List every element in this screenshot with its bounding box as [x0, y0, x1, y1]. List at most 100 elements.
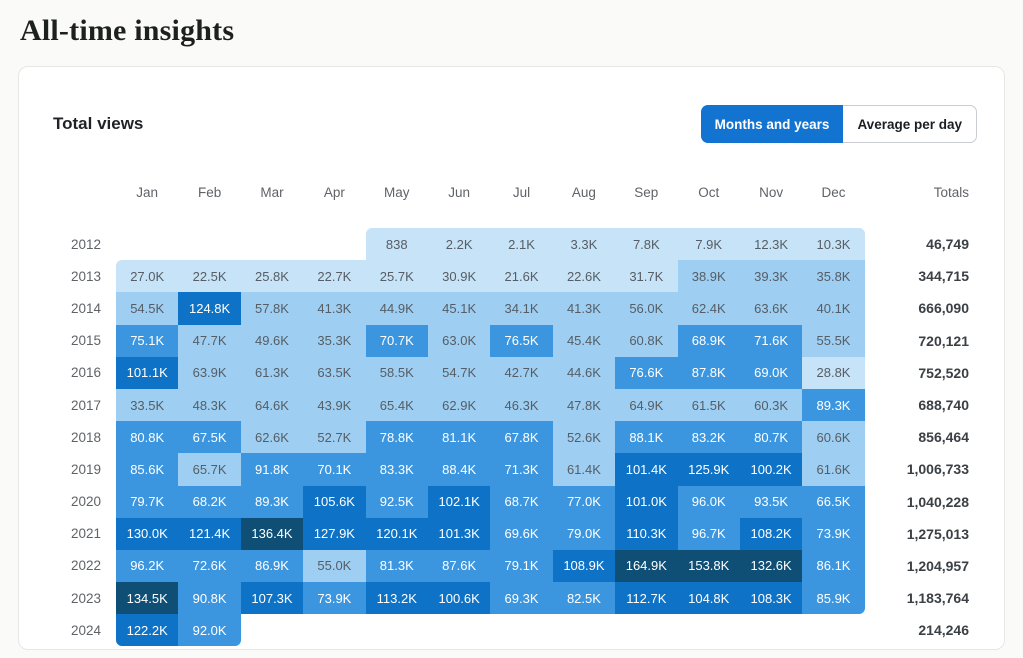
heatmap-cell: 108.9K [552, 549, 616, 583]
heatmap-cell: 35.3K [303, 324, 366, 357]
heatmap-cell: 34.1K [490, 292, 553, 325]
heatmap-cell: 75.1K [116, 324, 179, 357]
month-header: Jul [512, 184, 531, 200]
totals-header: Totals [933, 184, 969, 200]
heatmap-cell: 130.0K [116, 517, 179, 550]
toggle-average-per-day[interactable]: Average per day [843, 105, 977, 143]
heatmap-cell: 2.1K [490, 228, 553, 261]
heatmap-cell: 21.6K [490, 260, 553, 293]
heatmap-cell: 76.5K [490, 324, 553, 357]
heatmap-cell: 110.3K [615, 517, 678, 550]
month-header: Oct [698, 184, 720, 200]
heatmap-cell: 63.9K [178, 356, 241, 389]
heatmap-cell: 33.5K [116, 388, 179, 422]
month-header: Sep [634, 184, 659, 200]
heatmap-cell: 2.2K [427, 228, 491, 261]
row-total: 720,121 [918, 332, 969, 349]
heatmap-cell: 108.2K [739, 517, 803, 550]
heatmap-cell: 89.3K [240, 485, 304, 518]
heatmap-cell: 43.9K [303, 388, 366, 422]
heatmap-cell: 73.9K [802, 517, 865, 550]
heatmap-cell: 85.9K [802, 582, 865, 615]
card-heading: Total views [53, 114, 144, 133]
heatmap-cell: 62.9K [427, 388, 491, 422]
heatmap-cell: 44.9K [365, 292, 428, 325]
heatmap-row: 2018 80.8K 67.5K 62.6K 52.7K 78.8K 81.1K 67.8K 5… [53, 421, 969, 454]
heatmap-cell: 125.9K [677, 453, 740, 486]
heatmap-cell: 96.0K [677, 485, 740, 518]
heatmap-cell-empty [490, 614, 552, 646]
heatmap-cell: 96.2K [116, 549, 179, 583]
heatmap-cell: 58.5K [365, 356, 428, 389]
heatmap-cell: 73.9K [303, 582, 366, 615]
heatmap-cell: 153.8K [677, 549, 740, 583]
heatmap-cell: 77.0K [552, 485, 616, 518]
heatmap-cell: 63.6K [739, 292, 803, 325]
row-year-label: 2020 [70, 494, 101, 510]
heatmap-cell: 62.6K [240, 421, 304, 454]
heatmap-cell: 63.5K [303, 356, 366, 389]
heatmap-cell: 41.3K [552, 292, 616, 325]
heatmap-cell: 80.8K [116, 421, 179, 454]
row-year-label: 2015 [70, 333, 101, 349]
heatmap-cell: 79.7K [116, 485, 179, 518]
view-mode-toggle: Months and years Average per day [700, 105, 977, 143]
insights-card: Total views Months and years Average per… [18, 66, 1005, 650]
heatmap-cell: 49.6K [240, 324, 304, 357]
month-header: Dec [821, 184, 846, 200]
heatmap-cell: 44.6K [552, 356, 616, 389]
heatmap-cell: 65.7K [178, 453, 241, 486]
heatmap-cell: 70.1K [303, 453, 366, 486]
heatmap-row: 2024 122.2K 92.0K 214,246 [53, 614, 969, 647]
heatmap-cell-empty [366, 614, 428, 646]
heatmap-cell-empty [740, 614, 802, 646]
heatmap-cell: 65.4K [365, 388, 428, 422]
row-year-label: 2012 [70, 236, 101, 252]
heatmap-cell: 22.6K [552, 260, 616, 293]
heatmap-cell: 55.5K [802, 324, 865, 357]
row-year-label: 2017 [70, 397, 101, 413]
heatmap-cell: 136.4K [240, 517, 304, 550]
heatmap-cell: 25.8K [240, 260, 304, 293]
row-year-label: 2024 [70, 622, 101, 638]
heatmap-cell: 83.2K [677, 421, 740, 454]
heatmap-cell: 27.0K [116, 260, 179, 293]
row-total: 46,749 [926, 236, 969, 253]
row-year-label: 2022 [70, 558, 101, 574]
row-total: 214,246 [918, 622, 969, 639]
heatmap-cell: 68.2K [178, 485, 241, 518]
toggle-months-and-years[interactable]: Months and years [700, 105, 844, 143]
month-header: Apr [323, 184, 345, 200]
row-total: 1,006,733 [906, 461, 969, 478]
heatmap-cell: 7.8K [615, 228, 678, 261]
heatmap-cell: 101.3K [427, 517, 491, 550]
row-total: 1,275,013 [906, 525, 969, 542]
heatmap-cell: 838 [365, 228, 428, 261]
heatmap-cell: 104.8K [677, 582, 740, 615]
heatmap-cell: 88.4K [427, 453, 491, 486]
heatmap-row: 2014 54.5K 124.8K 57.8K 41.3K 44.9K 45.1K 34.1K… [53, 292, 969, 325]
heatmap-cell: 60.6K [802, 421, 865, 454]
heatmap-row: 2022 96.2K 72.6K 86.9K 55.0K 81.3K 87.6K 79.1K 1… [53, 549, 969, 583]
heatmap-row: 2023 134.5K 90.8K 107.3K 73.9K 113.2K 100.6K 69… [53, 582, 969, 615]
heatmap-cell: 72.6K [178, 549, 241, 583]
heatmap-cell: 105.6K [303, 485, 366, 518]
heatmap-cell: 96.7K [677, 517, 740, 550]
heatmap-cell: 100.2K [739, 453, 803, 486]
heatmap-cell: 46.3K [490, 388, 553, 422]
row-total: 752,520 [918, 364, 969, 381]
heatmap-cell: 76.6K [615, 356, 678, 389]
heatmap-cell: 80.7K [739, 421, 803, 454]
row-total: 1,204,957 [906, 557, 969, 574]
month-header: Nov [759, 184, 784, 200]
heatmap-row: 2016 101.1K 63.9K 61.3K 63.5K 58.5K 54.7K 42.7K… [53, 356, 969, 389]
heatmap-cell: 122.2K [116, 614, 179, 647]
heatmap-cell: 83.3K [365, 453, 428, 486]
heatmap-cell-empty [178, 228, 240, 260]
heatmap-cell-empty [241, 614, 303, 646]
total-views-heatmap: Jan Feb Mar Apr May Jun Jul Aug Sep Oct Nov Dec Tota… [53, 183, 969, 647]
heatmap-cell: 31.7K [615, 260, 678, 293]
heatmap-cell: 55.0K [303, 549, 366, 583]
heatmap-cell: 93.5K [739, 485, 803, 518]
heatmap-cell-empty [615, 614, 677, 646]
